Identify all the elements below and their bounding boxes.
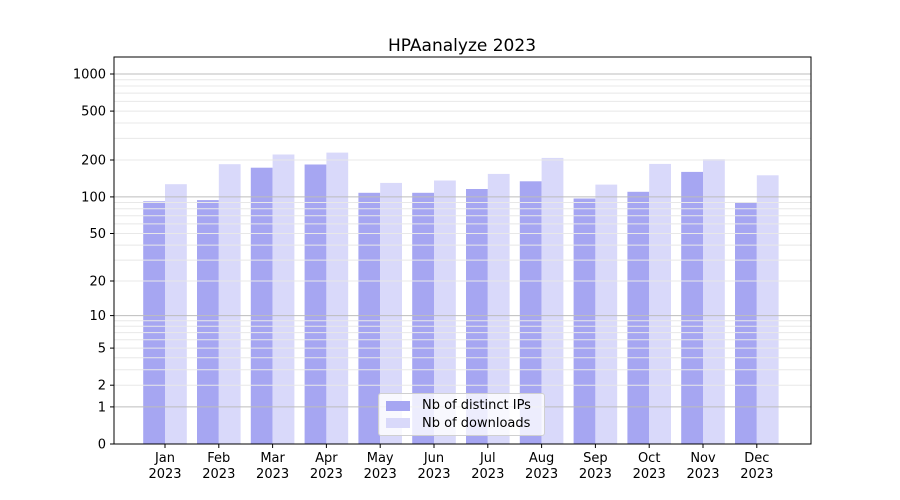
x-tick-label-year: 2023 [310,467,343,482]
x-tick-label-month: Sep [583,451,608,466]
plot-spines [113,56,812,445]
y-tick-label: 5 [98,342,106,357]
y-tick-label: 200 [81,154,106,169]
x-tick-label-year: 2023 [525,467,558,482]
y-tick-label: 20 [89,275,106,290]
x-tick-label-month: Oct [638,451,660,466]
y-tick-label: 1 [98,400,106,415]
bar-downloads [756,175,779,445]
bar-distinct-ips [304,164,327,444]
bars-group [143,152,779,445]
axes-group: 01251020501002005001000Jan2023Feb2023Mar… [73,56,812,482]
bar-distinct-ips [143,201,165,444]
legend-label-distinct-ips: Nb of distinct IPs [422,398,531,414]
x-tick-label-year: 2023 [471,467,504,482]
x-tick-label-year: 2023 [364,467,397,482]
bar-downloads [434,180,456,444]
bar-distinct-ips [466,189,488,444]
legend: Nb of distinct IPs Nb of downloads [378,393,545,436]
bar-distinct-ips [250,167,273,444]
bar-distinct-ips [627,191,650,444]
bar-downloads [218,164,241,444]
bar-downloads [703,159,725,444]
bar-distinct-ips [681,171,703,444]
x-tick-label-year: 2023 [740,467,773,482]
y-tick-label: 2 [98,379,106,394]
x-tick-label-year: 2023 [686,467,719,482]
x-tick-label-month: Dec [744,451,769,466]
bar-downloads [380,182,402,444]
y-tick-label: 500 [81,105,106,120]
bar-distinct-ips [197,200,219,444]
x-tick-label-year: 2023 [256,467,289,482]
bar-distinct-ips [412,192,434,444]
x-tick-label-month: May [367,451,394,466]
bar-downloads [272,154,295,444]
chart-title: HPAanalyze 2023 [388,36,536,56]
legend-item-distinct-ips: Nb of distinct IPs [386,397,536,415]
bar-distinct-ips [519,181,542,445]
y-tick-label: 0 [98,438,106,453]
x-tick-label-year: 2023 [579,467,612,482]
legend-item-downloads: Nb of downloads [386,415,536,433]
bar-downloads [165,184,187,444]
y-tick-label: 1000 [73,68,106,83]
x-tick-label-month: Apr [315,451,338,466]
legend-swatch-distinct-ips [386,400,410,411]
x-tick-label-month: Jun [423,451,444,466]
bar-distinct-ips [358,192,381,444]
x-tick-label-month: Mar [260,451,285,466]
y-tick-label: 10 [89,309,106,324]
bar-distinct-ips [735,202,757,444]
x-tick-label-year: 2023 [148,467,181,482]
x-tick-label-year: 2023 [417,467,450,482]
x-tick-label-year: 2023 [633,467,666,482]
x-tick-label-month: Feb [207,451,230,466]
x-tick-label-year: 2023 [202,467,235,482]
bar-downloads [487,173,510,444]
x-tick-label-month: Aug [529,451,554,466]
bar-downloads [649,163,671,444]
grid-group [114,73,811,408]
bar-downloads [326,152,349,444]
x-tick-label-month: Nov [690,451,716,466]
legend-swatch-downloads [386,418,410,429]
bar-downloads [541,157,564,444]
x-tick-label-month: Jul [479,451,496,466]
x-tick-label-month: Jan [154,451,175,466]
y-tick-label: 100 [81,190,106,205]
y-tick-label: 50 [89,227,106,242]
bar-downloads [595,184,618,444]
legend-label-downloads: Nb of downloads [422,415,531,431]
